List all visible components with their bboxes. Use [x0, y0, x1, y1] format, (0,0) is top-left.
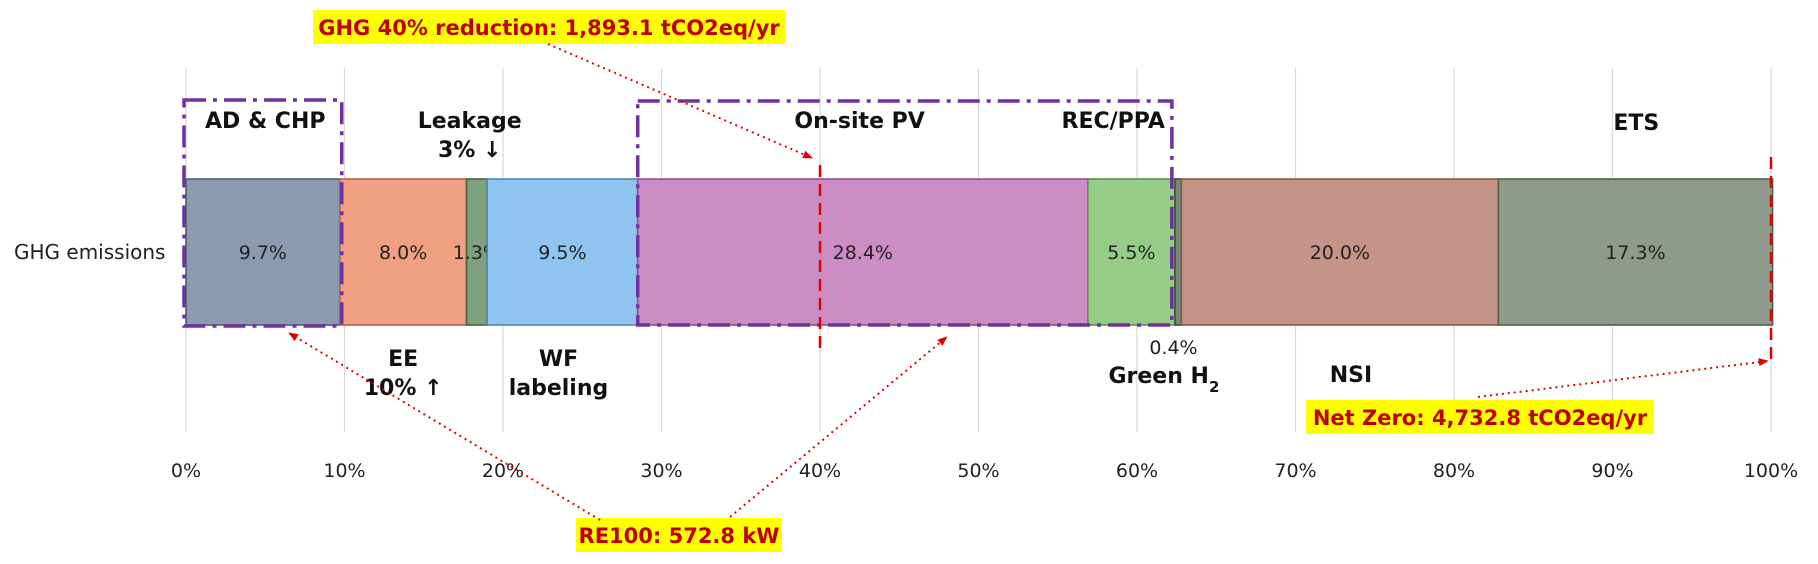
highlight-text: Net Zero: 4,732.8 tCO2eq/yr: [1313, 406, 1648, 430]
x-tick-label: 0%: [171, 460, 201, 482]
annotation-above: REC/PPA: [1062, 109, 1165, 134]
group-box-re100: [635, 99, 1174, 327]
highlights: GHG 40% reduction: 1,893.1 tCO2eq/yr RE10…: [288, 10, 1769, 552]
annotation-below: NSI: [1330, 363, 1372, 388]
bar-segment: [1174, 178, 1183, 326]
annotation-below: labeling: [509, 376, 609, 401]
bar-segment: [338, 178, 468, 326]
green-h2-subscript: 2: [1209, 378, 1219, 396]
highlight-box: [313, 10, 785, 44]
category-label: GHG emissions: [14, 240, 165, 264]
bar-segment: [486, 178, 639, 326]
x-tick-label: 80%: [1433, 460, 1475, 482]
annotation-above: ETS: [1613, 111, 1659, 136]
data-label: 17.3%: [1605, 242, 1665, 264]
highlight-box: [1306, 400, 1654, 434]
bar-segments: 9.7% 8.0% 1.3% 9.5% 28.4% 5.5% 20.0% 17.3%: [185, 178, 1774, 326]
green-h2-value-label: 0.4%: [1149, 337, 1197, 359]
highlight-arrow: [729, 336, 948, 518]
annotation-below: WF: [539, 347, 578, 372]
x-tick-label: 40%: [799, 460, 841, 482]
highlight-arrow: [288, 332, 601, 521]
annotation-below: 10% ↑: [364, 376, 443, 401]
x-tick-label: 10%: [323, 460, 365, 482]
data-label: 9.7%: [239, 242, 287, 264]
highlight-box: [576, 518, 782, 552]
highlight-text: RE100: 572.8 kW: [579, 524, 780, 548]
x-tick-label: 60%: [1116, 460, 1158, 482]
data-label: 8.0%: [379, 242, 427, 264]
x-tick-label: 70%: [1274, 460, 1316, 482]
green-h2-label: Green H2: [1108, 364, 1219, 396]
x-tick-label: 100%: [1744, 460, 1798, 482]
annotation-below: EE: [388, 347, 418, 372]
annotation-above: 3% ↓: [438, 138, 501, 163]
group-box-ad-chp: [182, 98, 344, 328]
data-label: 20.0%: [1310, 242, 1370, 264]
x-tick-label: 90%: [1591, 460, 1633, 482]
x-tick-label: 30%: [640, 460, 682, 482]
x-tick-label: 50%: [957, 460, 999, 482]
highlight-text: GHG 40% reduction: 1,893.1 tCO2eq/yr: [318, 16, 780, 40]
x-tick-label: 20%: [482, 460, 524, 482]
annotation-above: Leakage: [418, 109, 522, 134]
annotation-above: AD & CHP: [205, 109, 325, 134]
highlight-arrow: [1477, 358, 1769, 398]
bar-segment: [185, 178, 341, 326]
data-label: 28.4%: [833, 242, 893, 264]
x-axis-ticks: 0% 10% 20% 30% 40% 50% 60% 70% 80% 90% 100%: [171, 460, 1798, 482]
data-label: 9.5%: [538, 242, 586, 264]
bar-segment: [636, 178, 1089, 326]
bar-segment: [1180, 178, 1500, 326]
bar-segment: [1497, 178, 1774, 326]
group-boxes: [182, 98, 1773, 362]
annotation-above: On-site PV: [794, 109, 924, 134]
data-label: 5.5%: [1107, 242, 1155, 264]
